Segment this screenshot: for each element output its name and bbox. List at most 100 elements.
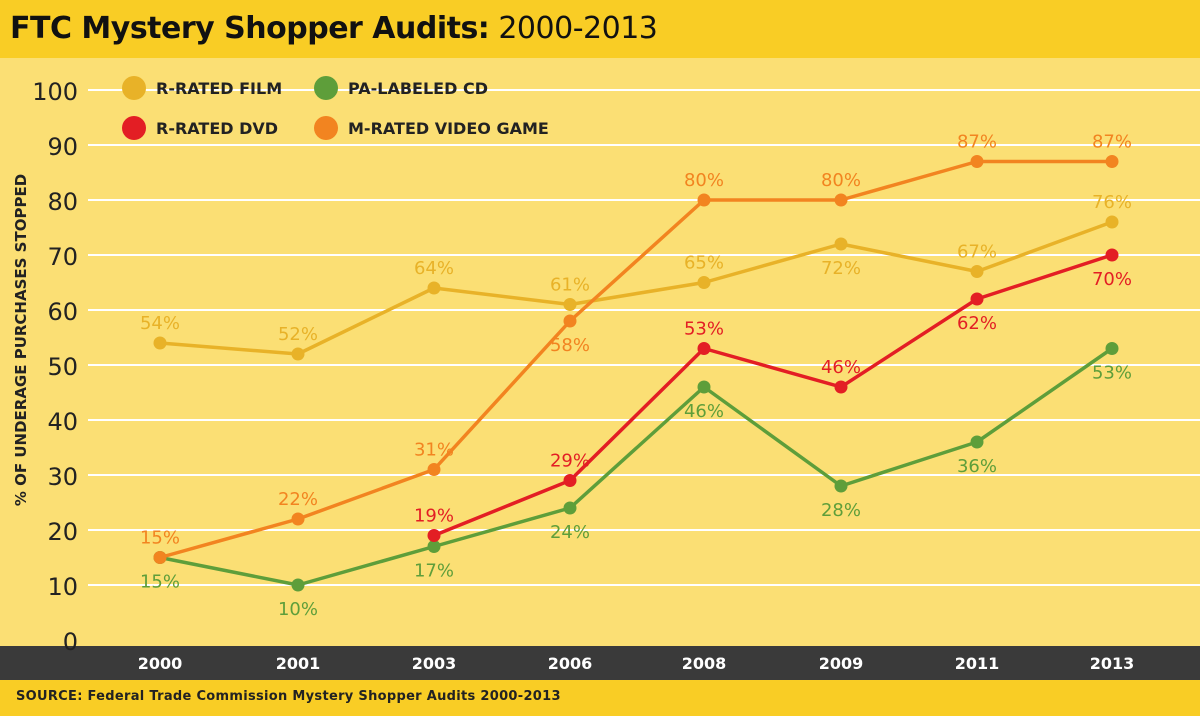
- data-label: 19%: [414, 506, 454, 527]
- source-bar: SOURCE: Federal Trade Commission Mystery…: [0, 680, 1200, 716]
- data-label: 87%: [957, 132, 997, 153]
- y-tick-label: 40: [47, 408, 78, 436]
- data-label: 87%: [1092, 132, 1132, 153]
- data-point: [291, 512, 305, 526]
- data-point: [834, 237, 848, 251]
- data-label: 46%: [821, 357, 861, 378]
- data-point: [970, 292, 984, 306]
- x-tick-label: 2001: [276, 654, 321, 673]
- data-point: [697, 342, 711, 355]
- data-label: 72%: [821, 258, 861, 279]
- data-label: 70%: [1092, 269, 1132, 290]
- data-point: [427, 529, 441, 542]
- x-tick-label: 2011: [955, 654, 1000, 673]
- data-label: 10%: [278, 599, 318, 620]
- data-point: [563, 298, 577, 311]
- series-line-m-rated-video-game: [158, 159, 1114, 560]
- series-pa-labeled-cd: 15% 10% 17% 24% 46% 28% 36% 53%: [140, 342, 1132, 620]
- chart-title-range: 2000-2013: [489, 11, 658, 46]
- y-axis-title: % OF UNDERAGE PURCHASES STOPPED: [12, 174, 30, 506]
- data-label: 31%: [414, 440, 454, 461]
- x-tick-label: 2003: [412, 654, 457, 673]
- legend-label-pa-labeled-cd: PA-LABELED CD: [348, 79, 488, 98]
- data-point: [834, 380, 848, 394]
- legend-swatch-r-rated-film: [122, 76, 146, 100]
- series-line-r-rated-dvd: [432, 253, 1114, 538]
- data-point: [1105, 248, 1119, 262]
- data-label: 29%: [550, 451, 590, 472]
- y-tick-label: 60: [47, 298, 78, 326]
- data-label: 80%: [821, 170, 861, 191]
- y-tick-label: 20: [47, 518, 78, 546]
- data-point: [563, 314, 577, 328]
- x-tick-label: 2013: [1090, 654, 1135, 673]
- series-line-r-rated-film: [158, 220, 1114, 356]
- data-label: 67%: [957, 242, 997, 263]
- data-label: 65%: [684, 253, 724, 274]
- x-tick-label: 2009: [819, 654, 864, 673]
- data-point: [970, 155, 984, 168]
- data-label: 80%: [684, 170, 724, 191]
- data-label: 46%: [684, 401, 724, 422]
- series-line-pa-labeled-cd: [158, 346, 1114, 587]
- chart-title-main: FTC Mystery Shopper Audits:: [10, 11, 490, 46]
- y-tick-label: 30: [47, 463, 78, 491]
- data-point: [697, 380, 711, 394]
- series-m-rated-video-game: 15% 22% 31% 58% 80% 80% 87% 87%: [140, 132, 1132, 564]
- data-point: [427, 463, 441, 476]
- data-point: [697, 276, 711, 289]
- data-label: 54%: [140, 313, 180, 334]
- data-label: 53%: [684, 319, 724, 340]
- series-r-rated-dvd: 19% 29% 53% 46% 62% 70%: [414, 248, 1132, 542]
- x-tick-label: 2000: [138, 654, 183, 673]
- legend-swatch-m-rated-video-game: [314, 116, 338, 140]
- x-tick-label: 2008: [682, 654, 727, 673]
- x-axis-band: [0, 646, 1200, 680]
- data-label: 64%: [414, 258, 454, 279]
- data-label: 22%: [278, 489, 318, 510]
- data-label: 15%: [140, 572, 180, 593]
- source-note: SOURCE: Federal Trade Commission Mystery…: [16, 689, 561, 704]
- data-point: [427, 281, 441, 295]
- data-label: 76%: [1092, 192, 1132, 213]
- title-bar: FTC Mystery Shopper Audits: 2000-2013: [0, 0, 1200, 58]
- legend-label-r-rated-film: R-RATED FILM: [156, 79, 282, 98]
- data-label: 15%: [140, 528, 180, 549]
- y-tick-label: 50: [47, 353, 78, 381]
- data-point: [1105, 215, 1119, 229]
- data-label: 58%: [550, 335, 590, 356]
- data-point: [427, 540, 441, 553]
- y-tick-label: 70: [47, 243, 78, 271]
- data-label: 17%: [414, 561, 454, 582]
- data-point: [834, 479, 848, 493]
- x-tick-label: 2006: [548, 654, 593, 673]
- data-label: 61%: [550, 275, 590, 296]
- y-tick-label: 10: [47, 573, 78, 601]
- data-point: [291, 578, 305, 592]
- data-point: [970, 435, 984, 449]
- data-point: [970, 265, 984, 278]
- gridlines: [88, 89, 1200, 586]
- data-point: [153, 336, 167, 350]
- data-point: [563, 474, 577, 487]
- y-tick-label: 100: [32, 78, 78, 106]
- data-label: 24%: [550, 522, 590, 543]
- legend-label-m-rated-video-game: M-RATED VIDEO GAME: [348, 119, 549, 138]
- x-axis-ticks: 2000 2001 2003 2006 2008 2009 2011 2013: [138, 654, 1135, 673]
- y-tick-label: 0: [63, 628, 78, 656]
- series-r-rated-film: 54% 52% 64% 61% 65% 72% 67% 76%: [140, 192, 1132, 361]
- data-label: 28%: [821, 500, 861, 521]
- y-tick-label: 90: [47, 133, 78, 161]
- data-label: 62%: [957, 313, 997, 334]
- data-label: 36%: [957, 456, 997, 477]
- legend: R-RATED FILM PA-LABELED CD R-RATED DVD M-RA…: [122, 76, 549, 140]
- data-point: [1105, 342, 1119, 355]
- data-point: [1105, 155, 1119, 168]
- y-tick-label: 80: [47, 188, 78, 216]
- chart-title: FTC Mystery Shopper Audits: 2000-2013: [10, 9, 658, 49]
- data-point: [291, 347, 305, 361]
- data-point: [834, 193, 848, 207]
- data-label: 53%: [1092, 363, 1132, 384]
- data-point: [563, 501, 577, 515]
